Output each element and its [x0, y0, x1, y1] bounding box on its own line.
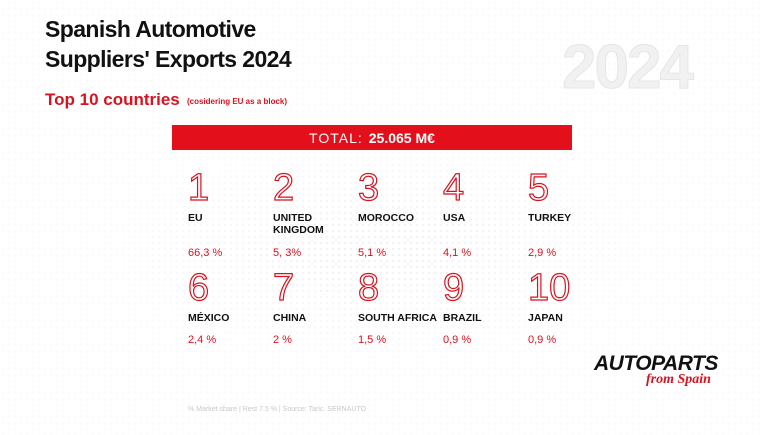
country-item: 3 MOROCCO 5,1 % [357, 167, 443, 259]
watermark: 2024 [562, 33, 695, 103]
rank: 7 [272, 267, 295, 309]
country-name: MÉXICO [188, 312, 230, 324]
note: (cosidering EU as a block) [187, 97, 288, 106]
country-item: 6 MÉXICO 2,4 % [187, 267, 273, 358]
rank: 8 [357, 267, 380, 309]
logo-tagline: from Spain [646, 372, 711, 387]
title: Spanish Automotive Suppliers' Exports 20… [45, 14, 292, 74]
rank: 3 [357, 167, 380, 209]
logo: AUTOPARTS [594, 352, 718, 375]
share: 2 % [273, 334, 292, 346]
total-label: TOTAL: [309, 129, 363, 146]
country-name: USA [443, 212, 466, 224]
country-name: UNITED KINGDOM [273, 212, 324, 236]
rank: 5 [527, 167, 550, 209]
country-item: 10 JAPAN 0,9 % [527, 267, 613, 358]
title-line: Suppliers' Exports 2024 [45, 46, 292, 72]
country-item: 8 SOUTH AFRICA 1,5 % [357, 267, 443, 358]
title-line: Spanish Automotive [45, 16, 256, 42]
country-item: 2 UNITED KINGDOM 5, 3% [272, 167, 358, 259]
total-value: 25.065 M€ [368, 129, 435, 146]
rank: 2 [272, 167, 295, 209]
subtitle: Top 10 countries [45, 90, 180, 109]
country-name: SOUTH AFRICA [358, 312, 437, 324]
share: 2,9 % [528, 247, 557, 259]
country-name: JAPAN [528, 312, 563, 324]
share: 5,1 % [358, 247, 387, 259]
total-bar: TOTAL: 25.065 M€ [172, 125, 572, 150]
share: 4,1 % [443, 247, 472, 259]
share: 66,3 % [188, 247, 223, 259]
rank: 4 [442, 167, 465, 209]
country-item: 4 USA 4,1 % [442, 167, 528, 259]
country-name: BRAZIL [443, 312, 482, 324]
share: 2,4 % [188, 334, 217, 346]
rank: 1 [187, 167, 210, 209]
country-item: 7 CHINA 2 % [272, 267, 358, 358]
share: 5, 3% [273, 247, 302, 259]
share: 1,5 % [358, 334, 387, 346]
country-name: EU [188, 212, 203, 224]
rank: 10 [527, 267, 571, 309]
country-name: TURKEY [528, 212, 572, 224]
rank: 6 [187, 267, 210, 309]
rank: 9 [442, 267, 465, 309]
country-item: 1 EU 66,3 % [187, 167, 273, 259]
country-name: MOROCCO [358, 212, 414, 224]
share: 0,9 % [528, 334, 557, 346]
country-name: CHINA [273, 312, 307, 324]
footnote: % Market share | Rest 7.5 % | Source: Ta… [188, 406, 367, 413]
country-item: 9 BRAZIL 0,9 % [442, 267, 528, 358]
country-item: 5 TURKEY 2,9 % [527, 167, 613, 259]
share: 0,9 % [443, 334, 472, 346]
